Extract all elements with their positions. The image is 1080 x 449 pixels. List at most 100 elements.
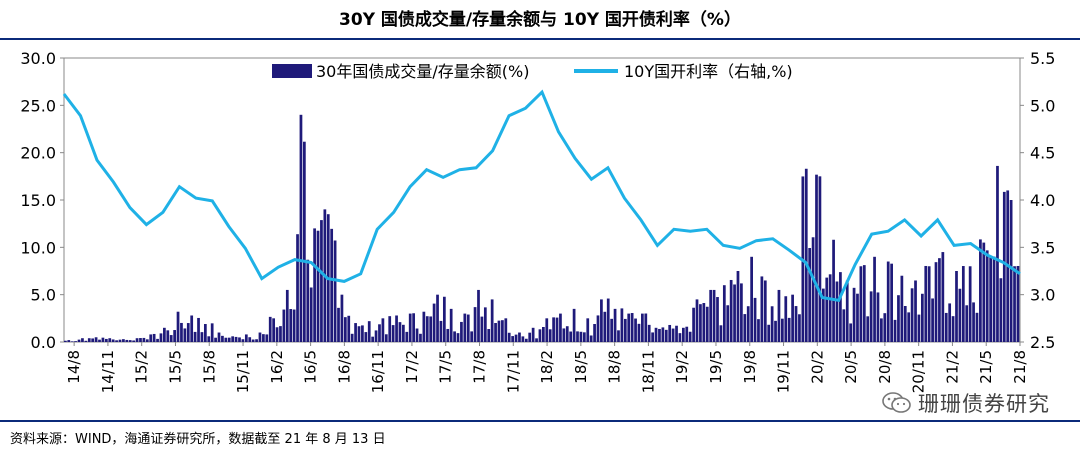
bar bbox=[832, 240, 835, 342]
bar bbox=[692, 308, 695, 342]
bar bbox=[248, 337, 251, 342]
bar bbox=[173, 330, 176, 342]
bar bbox=[84, 341, 87, 342]
bar bbox=[423, 312, 426, 342]
bar bbox=[207, 336, 210, 342]
bar bbox=[897, 295, 900, 342]
bar bbox=[187, 323, 190, 342]
x-tick-label: 21/8 bbox=[1011, 350, 1029, 384]
chart-area: 30年国债成交量/存量余额(%) 10Y国开利率（右轴,%) 14/8 14/11 1… bbox=[0, 0, 1080, 420]
bar bbox=[378, 324, 381, 342]
x-tick-label: 21/5 bbox=[977, 350, 995, 384]
legend-swatch-bar bbox=[272, 64, 312, 78]
bar bbox=[64, 341, 67, 342]
bar bbox=[726, 305, 729, 342]
x-tick-label: 21/2 bbox=[943, 350, 961, 384]
y-left-tick-label: 10.0 bbox=[20, 238, 56, 257]
bar bbox=[597, 315, 600, 342]
bar bbox=[344, 317, 347, 342]
bar bbox=[754, 298, 757, 342]
bar bbox=[358, 326, 361, 342]
x-tick-label: 14/11 bbox=[99, 350, 117, 393]
watermark: 珊珊债券研究 bbox=[882, 388, 1050, 420]
bar bbox=[955, 271, 958, 342]
bar bbox=[429, 316, 432, 342]
bar bbox=[631, 313, 634, 342]
x-tick-label: 17/2 bbox=[403, 350, 421, 384]
bar bbox=[702, 303, 705, 342]
bar bbox=[593, 324, 596, 342]
x-tick-label: 18/2 bbox=[538, 350, 556, 384]
bar bbox=[474, 307, 477, 342]
bar bbox=[651, 332, 654, 342]
bar bbox=[935, 262, 938, 342]
bar bbox=[399, 322, 402, 342]
bar bbox=[713, 290, 716, 342]
bar bbox=[419, 334, 422, 342]
bar bbox=[586, 318, 589, 342]
bar bbox=[750, 257, 753, 342]
bar bbox=[644, 314, 647, 342]
bar bbox=[1013, 266, 1016, 342]
bar bbox=[498, 321, 501, 342]
bar bbox=[918, 315, 921, 342]
bar bbox=[825, 278, 828, 342]
bar bbox=[115, 340, 118, 342]
bar bbox=[436, 295, 439, 342]
bar bbox=[641, 314, 644, 342]
bar bbox=[624, 319, 627, 342]
bar bbox=[856, 294, 859, 342]
bar bbox=[740, 283, 743, 342]
x-tick-label: 18/8 bbox=[606, 350, 624, 384]
bar bbox=[433, 304, 436, 342]
bar bbox=[634, 319, 637, 342]
bar bbox=[463, 314, 466, 342]
bar bbox=[962, 266, 965, 342]
bar bbox=[409, 314, 412, 342]
bar bbox=[477, 290, 480, 342]
x-tick-label: 19/5 bbox=[707, 350, 725, 384]
bar bbox=[252, 340, 255, 342]
bar bbox=[890, 264, 893, 342]
bar bbox=[959, 289, 962, 342]
bar bbox=[313, 228, 316, 342]
bar bbox=[402, 325, 405, 342]
bar bbox=[296, 234, 299, 342]
y-right-tick-label: 4.5 bbox=[1030, 144, 1055, 163]
bar bbox=[255, 339, 258, 342]
watermark-text: 珊珊债券研究 bbox=[918, 392, 1050, 416]
bar bbox=[306, 260, 309, 342]
bar bbox=[566, 326, 569, 342]
bar bbox=[122, 339, 125, 342]
y-left-tick-label: 15.0 bbox=[20, 191, 56, 210]
bar bbox=[501, 320, 504, 342]
line-series bbox=[64, 92, 1020, 300]
bar bbox=[156, 339, 159, 342]
bar bbox=[860, 266, 863, 342]
bar bbox=[102, 338, 105, 342]
bar bbox=[945, 313, 948, 342]
bar bbox=[976, 313, 979, 342]
y-left-tick-label: 30.0 bbox=[20, 49, 56, 68]
bar bbox=[446, 329, 449, 342]
bar bbox=[310, 287, 313, 342]
bar bbox=[272, 318, 275, 342]
bar bbox=[337, 308, 340, 342]
bar bbox=[440, 321, 443, 342]
bar bbox=[743, 314, 746, 342]
y-right-tick-label: 3.5 bbox=[1030, 238, 1055, 257]
bar bbox=[453, 331, 456, 342]
x-tick-label: 15/2 bbox=[133, 350, 151, 384]
bar bbox=[989, 257, 992, 342]
bar bbox=[569, 332, 572, 342]
bar bbox=[952, 316, 955, 342]
bar bbox=[965, 305, 968, 342]
bar bbox=[614, 309, 617, 342]
bar bbox=[242, 339, 245, 342]
bar bbox=[78, 340, 81, 342]
bar bbox=[1017, 266, 1020, 342]
bar bbox=[883, 313, 886, 342]
bar bbox=[870, 291, 873, 342]
bar bbox=[1003, 192, 1006, 342]
bar bbox=[982, 243, 985, 342]
